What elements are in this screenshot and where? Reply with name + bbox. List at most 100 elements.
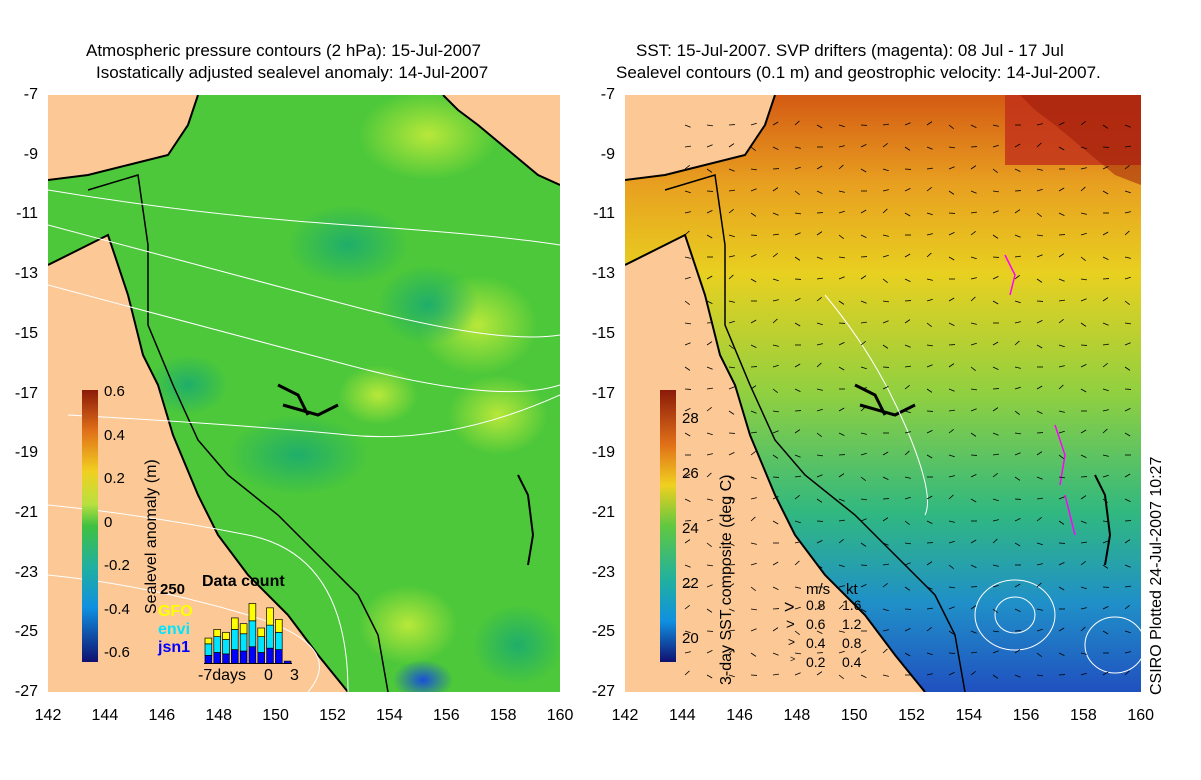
- velocity-arrow: [860, 608, 867, 613]
- velocity-arrow: [860, 387, 867, 390]
- velocity-arrow: [684, 145, 691, 148]
- velocity-arrow: [882, 123, 889, 126]
- velocity-arrow: [1124, 564, 1131, 568]
- velocity-arrow: [684, 604, 690, 610]
- velocity-arrow: [926, 388, 933, 393]
- velocity-arrow: [1080, 560, 1086, 566]
- velocity-arrow: [794, 120, 800, 126]
- velocity-arrows: [684, 120, 1132, 680]
- velocity-arrow: [860, 275, 867, 280]
- data-count-bar: [275, 631, 283, 650]
- velocity-arrow: [1036, 188, 1043, 192]
- velocity-arrow: [1014, 674, 1021, 678]
- data-count-bar: [248, 646, 257, 664]
- speed-ms-value: 0.6: [806, 616, 826, 632]
- velocity-arrow: [904, 520, 910, 526]
- velocity-arrow: [926, 495, 933, 500]
- velocity-arrow: [1014, 340, 1020, 346]
- velocity-arrow: [882, 608, 889, 612]
- velocity-arrow: [1058, 627, 1065, 632]
- velocity-arrow: [1014, 255, 1021, 258]
- velocity-arrow: [1036, 628, 1043, 632]
- velocity-arrow: [1080, 672, 1087, 676]
- velocity-arrow: [970, 124, 977, 128]
- velocity-arrow: [1036, 582, 1042, 588]
- velocity-arrow: [860, 168, 867, 173]
- velocity-arrow: [1058, 365, 1065, 368]
- velocity-arrow: [970, 296, 976, 302]
- velocity-arrow: [948, 409, 955, 412]
- y-tick-label: -21: [14, 503, 38, 521]
- velocity-arrow: [1036, 142, 1042, 148]
- colorbar-tick-label: 22: [682, 575, 699, 592]
- velocity-arrow: [728, 344, 734, 350]
- velocity-arrow: [970, 388, 977, 391]
- velocity-arrow: [948, 606, 955, 610]
- data-count-legend-item: envi: [158, 621, 191, 638]
- data-count-bar: [204, 643, 213, 656]
- velocity-arrow: [838, 538, 844, 544]
- y-tick-label: -9: [23, 145, 38, 163]
- data-count-title: Data count: [202, 573, 285, 590]
- velocity-arrow: [1014, 321, 1021, 324]
- velocity-arrow: [904, 628, 911, 632]
- velocity-arrow: [860, 340, 866, 346]
- velocity-arrow: [970, 230, 976, 236]
- velocity-arrow: [926, 212, 933, 216]
- data-count-x-right: 3: [290, 667, 299, 684]
- data-count-bar: [266, 624, 274, 649]
- speed-arrow-icon: >: [790, 654, 796, 664]
- right-title-line1: SST: 15-Jul-2007. SVP drifters (magenta)…: [636, 41, 1064, 60]
- velocity-arrow: [970, 342, 977, 346]
- velocity-arrow: [1036, 234, 1043, 237]
- velocity-arrow: [926, 322, 932, 328]
- velocity-arrow: [728, 386, 735, 390]
- velocity-arrow: [684, 366, 691, 371]
- y-tick-label: -27: [591, 683, 615, 700]
- colorbar-tick-label: 0.2: [104, 470, 125, 487]
- velocity-arrow: [728, 143, 735, 148]
- velocity-arrow: [860, 406, 866, 412]
- velocity-arrow: [948, 540, 955, 544]
- data-count-bar: [222, 631, 230, 640]
- velocity-arrow: [1036, 542, 1043, 546]
- velocity-arrow: [794, 560, 800, 566]
- speed-arrow-icon: >: [788, 635, 796, 649]
- velocity-arrow: [750, 497, 757, 500]
- velocity-arrow: [684, 190, 691, 194]
- velocity-arrow: [1058, 454, 1064, 460]
- velocity-arrow: [882, 674, 889, 677]
- velocity-arrow: [926, 454, 933, 459]
- velocity-arrow: [904, 122, 911, 126]
- velocity-arrow: [882, 344, 889, 349]
- velocity-arrow: [794, 520, 801, 524]
- velocity-arrow: [1102, 630, 1109, 635]
- speed-kt-value: 0.4: [842, 654, 862, 670]
- left-title-line1: Atmospheric pressure contours (2 hPa): 1…: [86, 41, 481, 60]
- velocity-arrow: [816, 322, 823, 326]
- velocity-arrow: [728, 608, 735, 612]
- velocity-arrow: [1124, 256, 1131, 259]
- speed-ms-value: 0.2: [806, 654, 826, 670]
- velocity-arrow: [794, 388, 801, 392]
- velocity-arrow: [838, 190, 845, 193]
- right-sst-map: [625, 95, 1141, 692]
- velocity-arrow: [1058, 496, 1065, 500]
- velocity-arrow: [706, 472, 712, 478]
- velocity-arrow: [904, 450, 910, 456]
- velocity-arrow: [882, 476, 889, 480]
- speed-kt-value: 1.6: [842, 597, 862, 613]
- velocity-arrow: [1080, 495, 1087, 500]
- velocity-arrow: [706, 432, 713, 436]
- velocity-arrow: [948, 146, 955, 149]
- velocity-arrow: [1124, 230, 1130, 236]
- velocity-arrow: [684, 539, 691, 544]
- velocity-arrow: [970, 165, 977, 170]
- velocity-arrow: [1102, 166, 1109, 170]
- velocity-arrow: [992, 453, 999, 456]
- velocity-arrow: [1080, 186, 1086, 192]
- velocity-arrow: [1102, 564, 1109, 569]
- x-tick-label: 146: [726, 707, 753, 724]
- data-count-bar: [248, 603, 257, 622]
- velocity-arrow: [1014, 234, 1021, 238]
